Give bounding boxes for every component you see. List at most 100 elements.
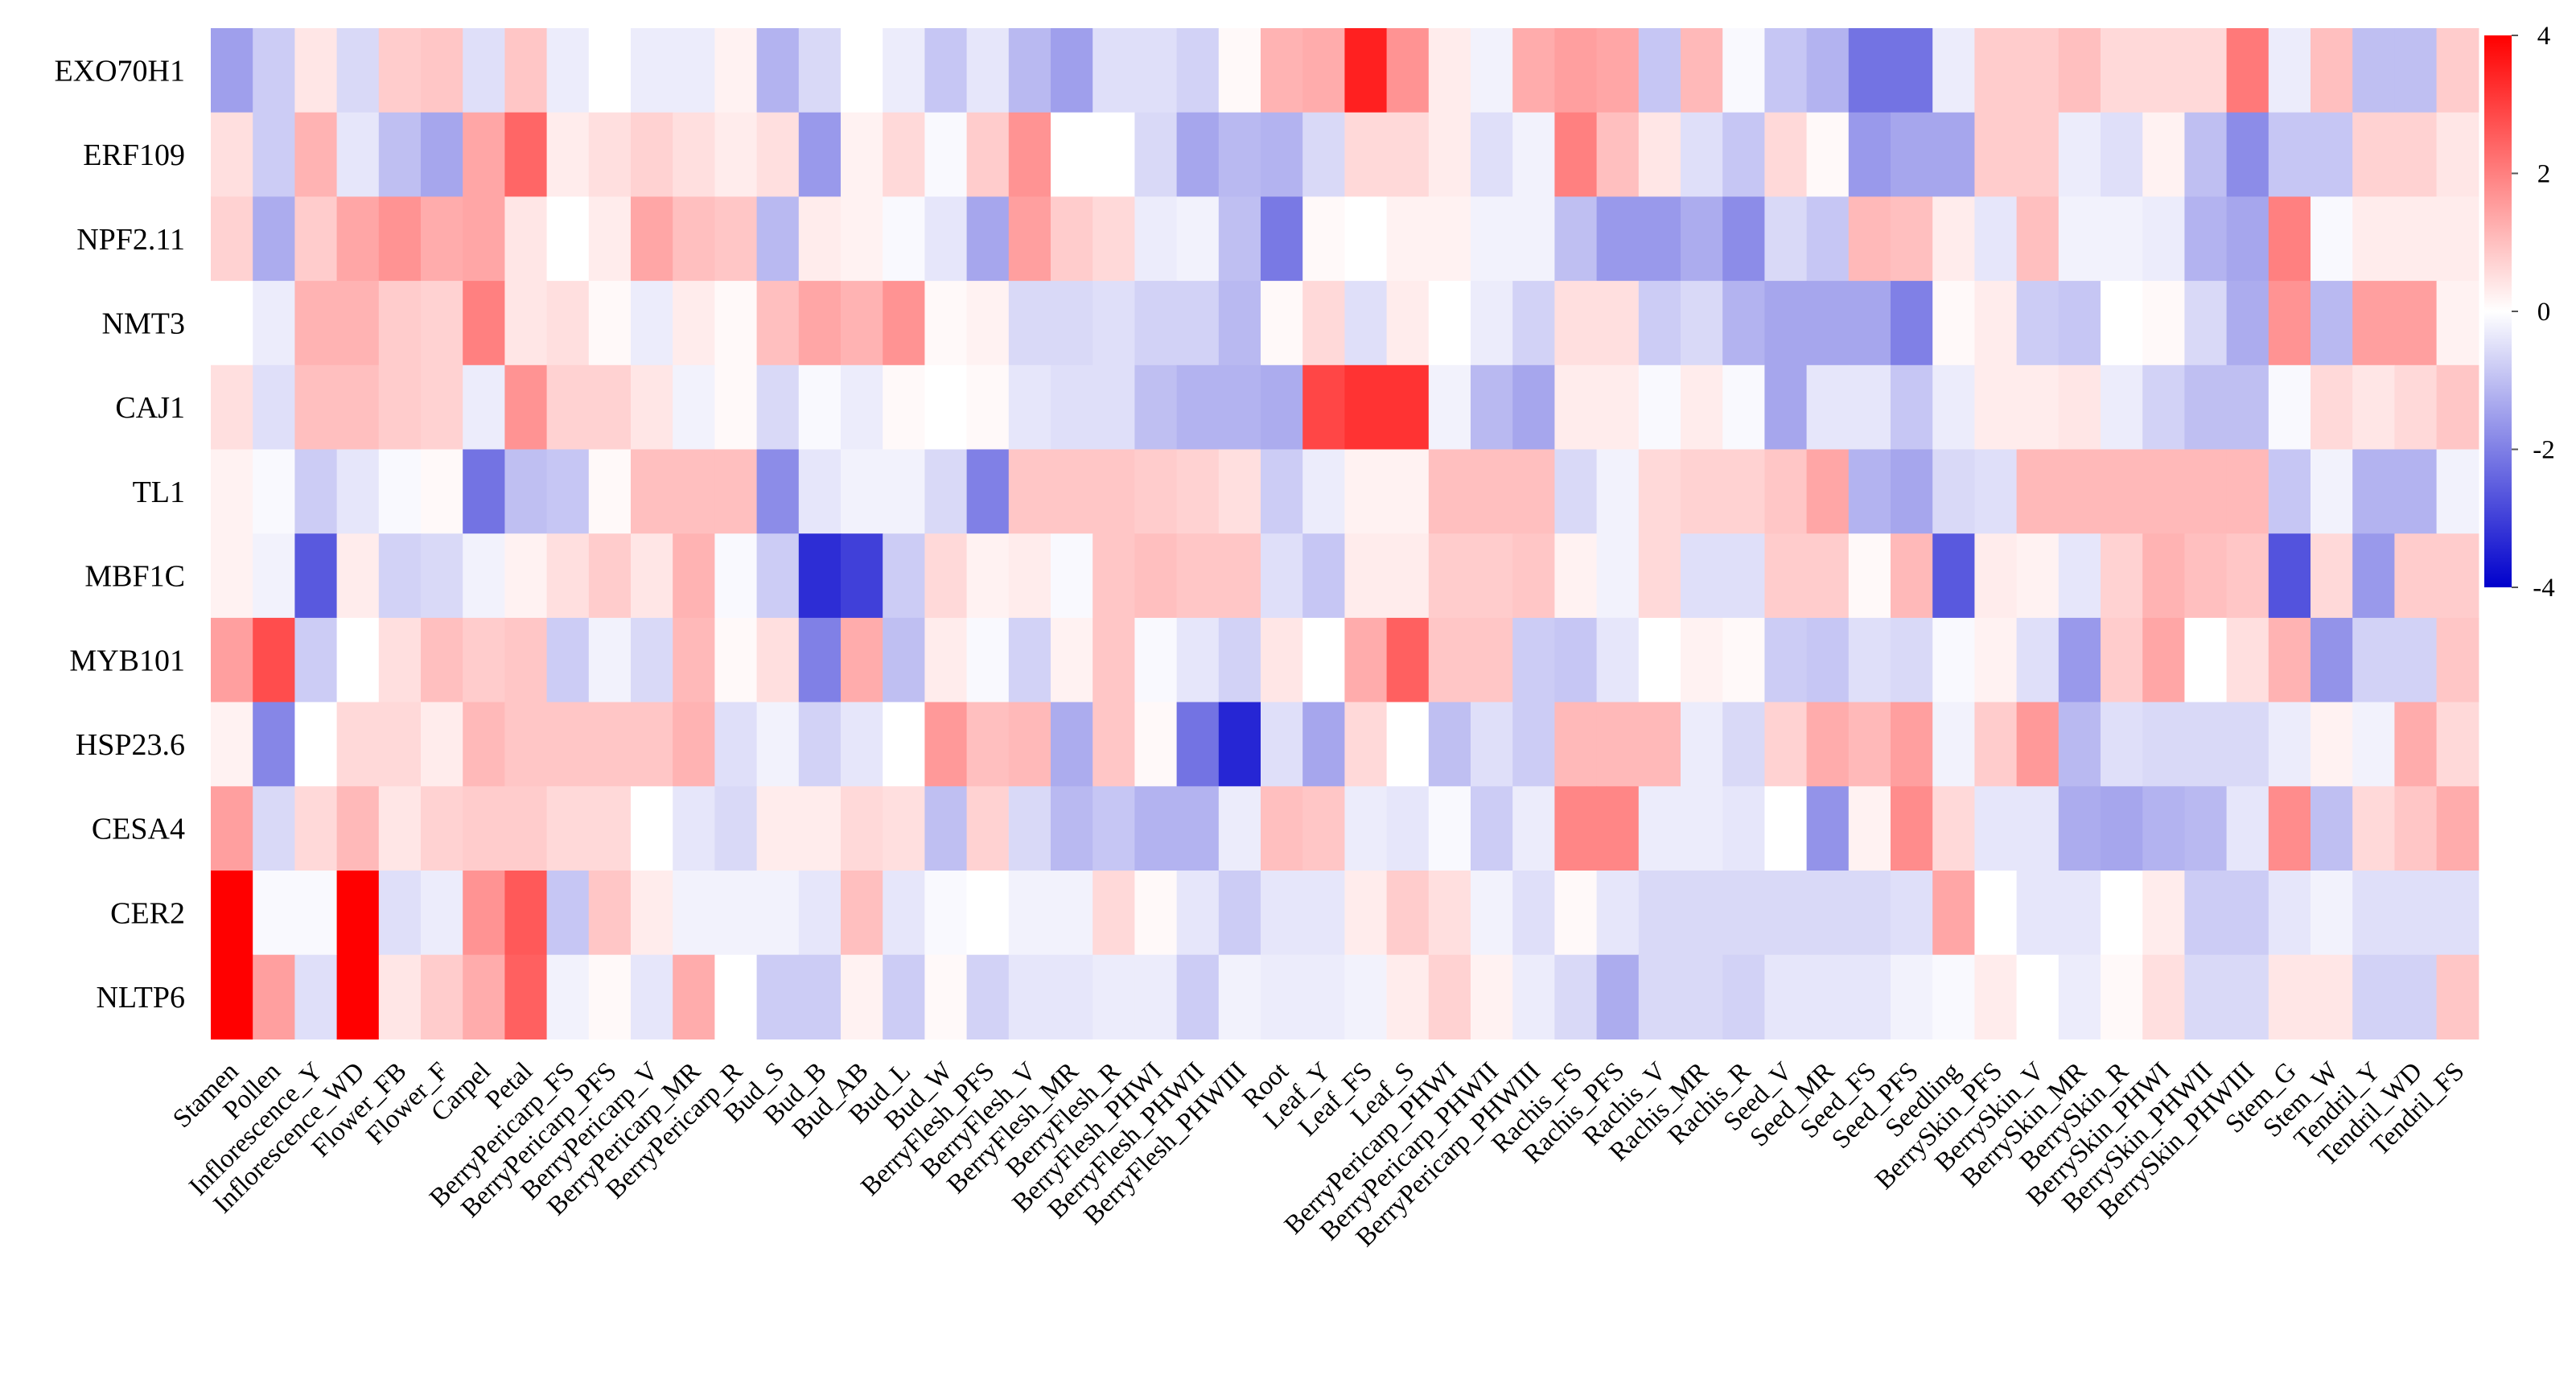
heatmap-cell	[714, 112, 758, 197]
heatmap-cell	[1471, 281, 1513, 366]
heatmap-cell	[1093, 702, 1135, 787]
heatmap-cell	[2311, 196, 2353, 282]
heatmap-cell	[1051, 871, 1093, 956]
heatmap-cell	[1806, 364, 1850, 451]
heatmap-cell	[798, 28, 842, 113]
color-legend: 4 2 0 -2 -4	[2484, 22, 2555, 603]
heatmap-cell	[1471, 954, 1513, 1039]
heatmap-cell	[841, 871, 883, 956]
heatmap-cell	[1638, 196, 1681, 282]
heatmap-cell	[2058, 871, 2101, 956]
heatmap-cell	[1974, 702, 2018, 787]
heatmap-cell	[2352, 449, 2395, 534]
heatmap-cell	[1008, 617, 1051, 703]
heatmap-cell	[1302, 702, 1345, 787]
heatmap-cell	[2436, 281, 2479, 366]
heatmap-cell	[798, 449, 842, 534]
heatmap-cell	[211, 871, 253, 956]
heatmap-cell	[1051, 533, 1093, 619]
heatmap-cell	[336, 871, 380, 956]
heatmap-cell	[2268, 364, 2311, 451]
heatmap-cell	[336, 364, 380, 451]
heatmap-cell	[714, 28, 758, 113]
heatmap-cell	[966, 281, 1010, 366]
heatmap-cell	[1974, 364, 2018, 451]
heatmap-cell	[336, 112, 380, 197]
heatmap-cell	[421, 196, 463, 282]
heatmap-cell	[1051, 281, 1093, 366]
heatmap-cell	[631, 533, 673, 619]
heatmap-cell	[1806, 871, 1850, 956]
heatmap-cell	[463, 449, 505, 534]
heatmap-cell	[966, 954, 1010, 1039]
heatmap-cell	[1891, 871, 1933, 956]
heatmap-cell	[1974, 28, 2018, 113]
heatmap-cell	[2268, 786, 2311, 871]
heatmap-cell	[1471, 871, 1513, 956]
heatmap-cell	[924, 364, 968, 451]
heatmap-cell	[2268, 617, 2311, 703]
heatmap-cell	[1681, 449, 1723, 534]
heatmap-cell	[211, 449, 253, 534]
heatmap-cell	[1764, 954, 1808, 1039]
heatmap-cell	[1428, 702, 1471, 787]
heatmap-cell	[841, 196, 883, 282]
heatmap-cells	[211, 28, 2479, 1039]
heatmap-cell	[378, 617, 422, 703]
heatmap-cell	[1134, 702, 1178, 787]
heatmap-cell	[1093, 533, 1135, 619]
heatmap-cell	[2352, 364, 2395, 451]
heatmap-cell	[1891, 702, 1933, 787]
heatmap-cell	[1134, 871, 1178, 956]
heatmap-cell	[1638, 281, 1681, 366]
heatmap-cell	[756, 281, 800, 366]
heatmap-cell	[1891, 112, 1933, 197]
heatmap-cell	[673, 954, 715, 1039]
heatmap-cell	[211, 281, 253, 366]
heatmap-cell	[798, 196, 842, 282]
heatmap-cell	[2226, 196, 2269, 282]
heatmap-cell	[1848, 364, 1891, 451]
color-legend-tick-label: 2	[2537, 160, 2551, 189]
heatmap-cell	[2016, 196, 2060, 282]
heatmap-cell	[1176, 702, 1220, 787]
heatmap-cell	[1722, 281, 1765, 366]
heatmap-cell	[336, 617, 380, 703]
heatmap-cell	[504, 786, 548, 871]
heatmap-cell	[1134, 954, 1178, 1039]
heatmap-cell	[294, 449, 338, 534]
heatmap-cell	[1596, 871, 1640, 956]
heatmap-cell	[1344, 702, 1388, 787]
heatmap-cell	[253, 871, 295, 956]
heatmap-cell	[2142, 28, 2185, 113]
heatmap-cell	[2142, 617, 2185, 703]
heatmap-cell	[1008, 112, 1051, 197]
heatmap-cell	[1722, 28, 1765, 113]
heatmap-cell	[2226, 533, 2269, 619]
heatmap-cell	[673, 871, 715, 956]
heatmap-cell	[2394, 533, 2438, 619]
color-legend-bar	[2484, 35, 2512, 587]
heatmap-cell	[1512, 196, 1555, 282]
heatmap-cell	[714, 449, 758, 534]
heatmap-cell	[588, 871, 632, 956]
heatmap-cell	[1722, 786, 1765, 871]
heatmap-cell	[588, 617, 632, 703]
heatmap-cell	[841, 786, 883, 871]
heatmap-cell	[2268, 281, 2311, 366]
heatmap-cell	[966, 112, 1010, 197]
heatmap-cell	[883, 702, 925, 787]
heatmap-cell	[756, 112, 800, 197]
heatmap-cell	[841, 364, 883, 451]
heatmap-cell	[463, 364, 505, 451]
row-label: NMT3	[102, 307, 185, 340]
heatmap-cell	[1176, 196, 1220, 282]
heatmap-cell	[2311, 112, 2353, 197]
heatmap-cell	[673, 196, 715, 282]
heatmap-cell	[1932, 786, 1975, 871]
heatmap-cell	[1848, 786, 1891, 871]
heatmap-cell	[1512, 28, 1555, 113]
heatmap-cell	[714, 533, 758, 619]
heatmap-cell	[714, 954, 758, 1039]
heatmap-cell	[883, 196, 925, 282]
